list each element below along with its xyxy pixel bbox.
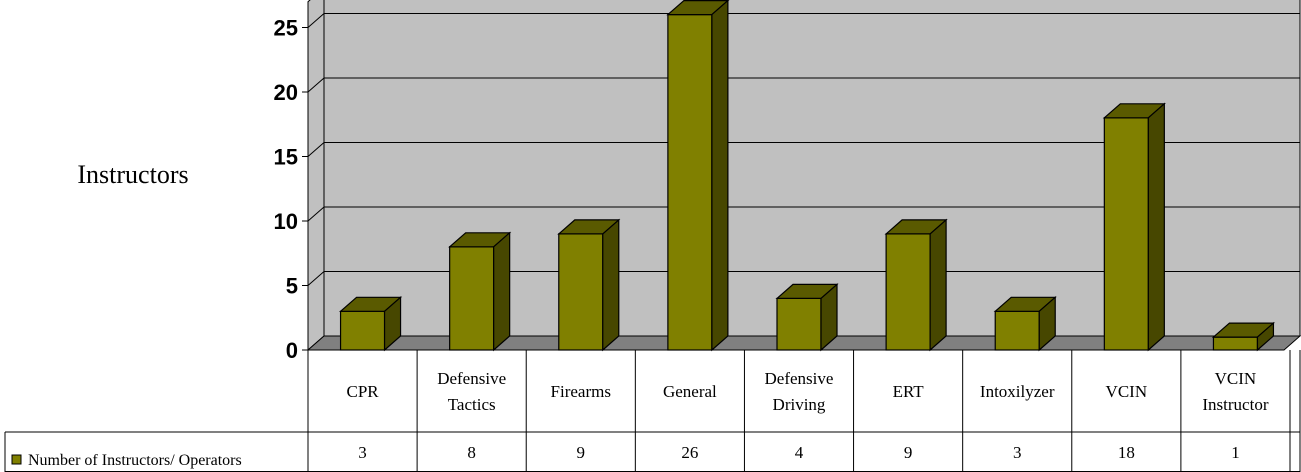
- gridline-side: [307, 142, 325, 157]
- bar: [557, 218, 621, 352]
- category-label: Instructor: [1202, 395, 1268, 414]
- category-label: CPR: [346, 382, 379, 401]
- bar-front: [449, 246, 495, 351]
- y-tick-label: 25: [274, 16, 298, 41]
- bar-side: [929, 218, 947, 352]
- bar-front: [1212, 336, 1259, 351]
- gridline-side: [307, 206, 325, 222]
- bar-front: [667, 13, 713, 351]
- data-value: 3: [358, 443, 367, 462]
- y-tick-label: 0: [286, 338, 298, 363]
- data-table: CPR 3 Defensive Tactics 8 Firearms 9 General 26 D…: [4, 350, 1301, 472]
- data-value: 9: [577, 443, 586, 462]
- category-label: Tactics: [448, 395, 496, 414]
- data-value: 3: [1013, 443, 1022, 462]
- legend-swatch: [11, 454, 22, 465]
- bar: [338, 295, 403, 352]
- category-label: VCIN: [1106, 382, 1148, 401]
- data-value: 9: [904, 443, 913, 462]
- bar-front: [885, 233, 931, 351]
- category-label: General: [663, 382, 717, 401]
- gridline-side: [307, 271, 325, 286]
- category-label: Defensive: [765, 369, 834, 388]
- data-value: 4: [795, 443, 804, 462]
- data-value: 1: [1231, 443, 1240, 462]
- bar-side: [820, 283, 838, 352]
- gridline-side: [307, 77, 325, 93]
- data-value: 26: [681, 443, 698, 462]
- bar: [1211, 321, 1276, 352]
- bar: [666, 0, 730, 352]
- side-wall: [307, 0, 325, 352]
- bar-side: [1256, 321, 1275, 352]
- y-tick-label: 10: [274, 209, 298, 234]
- legend-label: Number of Instructors/ Operators: [28, 452, 242, 469]
- category-label: VCIN: [1215, 369, 1257, 388]
- bar-front: [1103, 117, 1149, 351]
- category-label: Defensive: [437, 369, 506, 388]
- y-tick-label: 5: [286, 274, 298, 299]
- y-axis-label: Instructors: [77, 160, 188, 189]
- bar-side: [1147, 102, 1165, 352]
- bar: [993, 295, 1057, 352]
- bar: [884, 218, 948, 352]
- bar-side: [602, 218, 620, 352]
- bar-front: [776, 297, 822, 351]
- category-label: ERT: [893, 382, 925, 401]
- bar: [775, 283, 839, 352]
- y-tick-label: 20: [274, 80, 298, 105]
- bar-front: [339, 310, 386, 351]
- y-tick-label: 15: [274, 145, 298, 170]
- bar-side: [1038, 295, 1056, 352]
- bars: [338, 0, 1276, 352]
- bar: [1102, 102, 1166, 352]
- category-label: Firearms: [551, 382, 611, 401]
- data-value: 18: [1118, 443, 1135, 462]
- y-axis: 0 5 10 15 20 25: [274, 1, 309, 363]
- bar-side: [493, 231, 511, 352]
- gridline-side: [307, 13, 325, 28]
- bar-side: [711, 0, 729, 352]
- category-label: Intoxilyzer: [980, 382, 1055, 401]
- bar-front: [994, 310, 1040, 351]
- bar-side: [383, 295, 402, 352]
- bar: [448, 231, 512, 352]
- category-label: Driving: [773, 395, 826, 414]
- bar-front: [558, 233, 604, 351]
- data-value: 8: [467, 443, 476, 462]
